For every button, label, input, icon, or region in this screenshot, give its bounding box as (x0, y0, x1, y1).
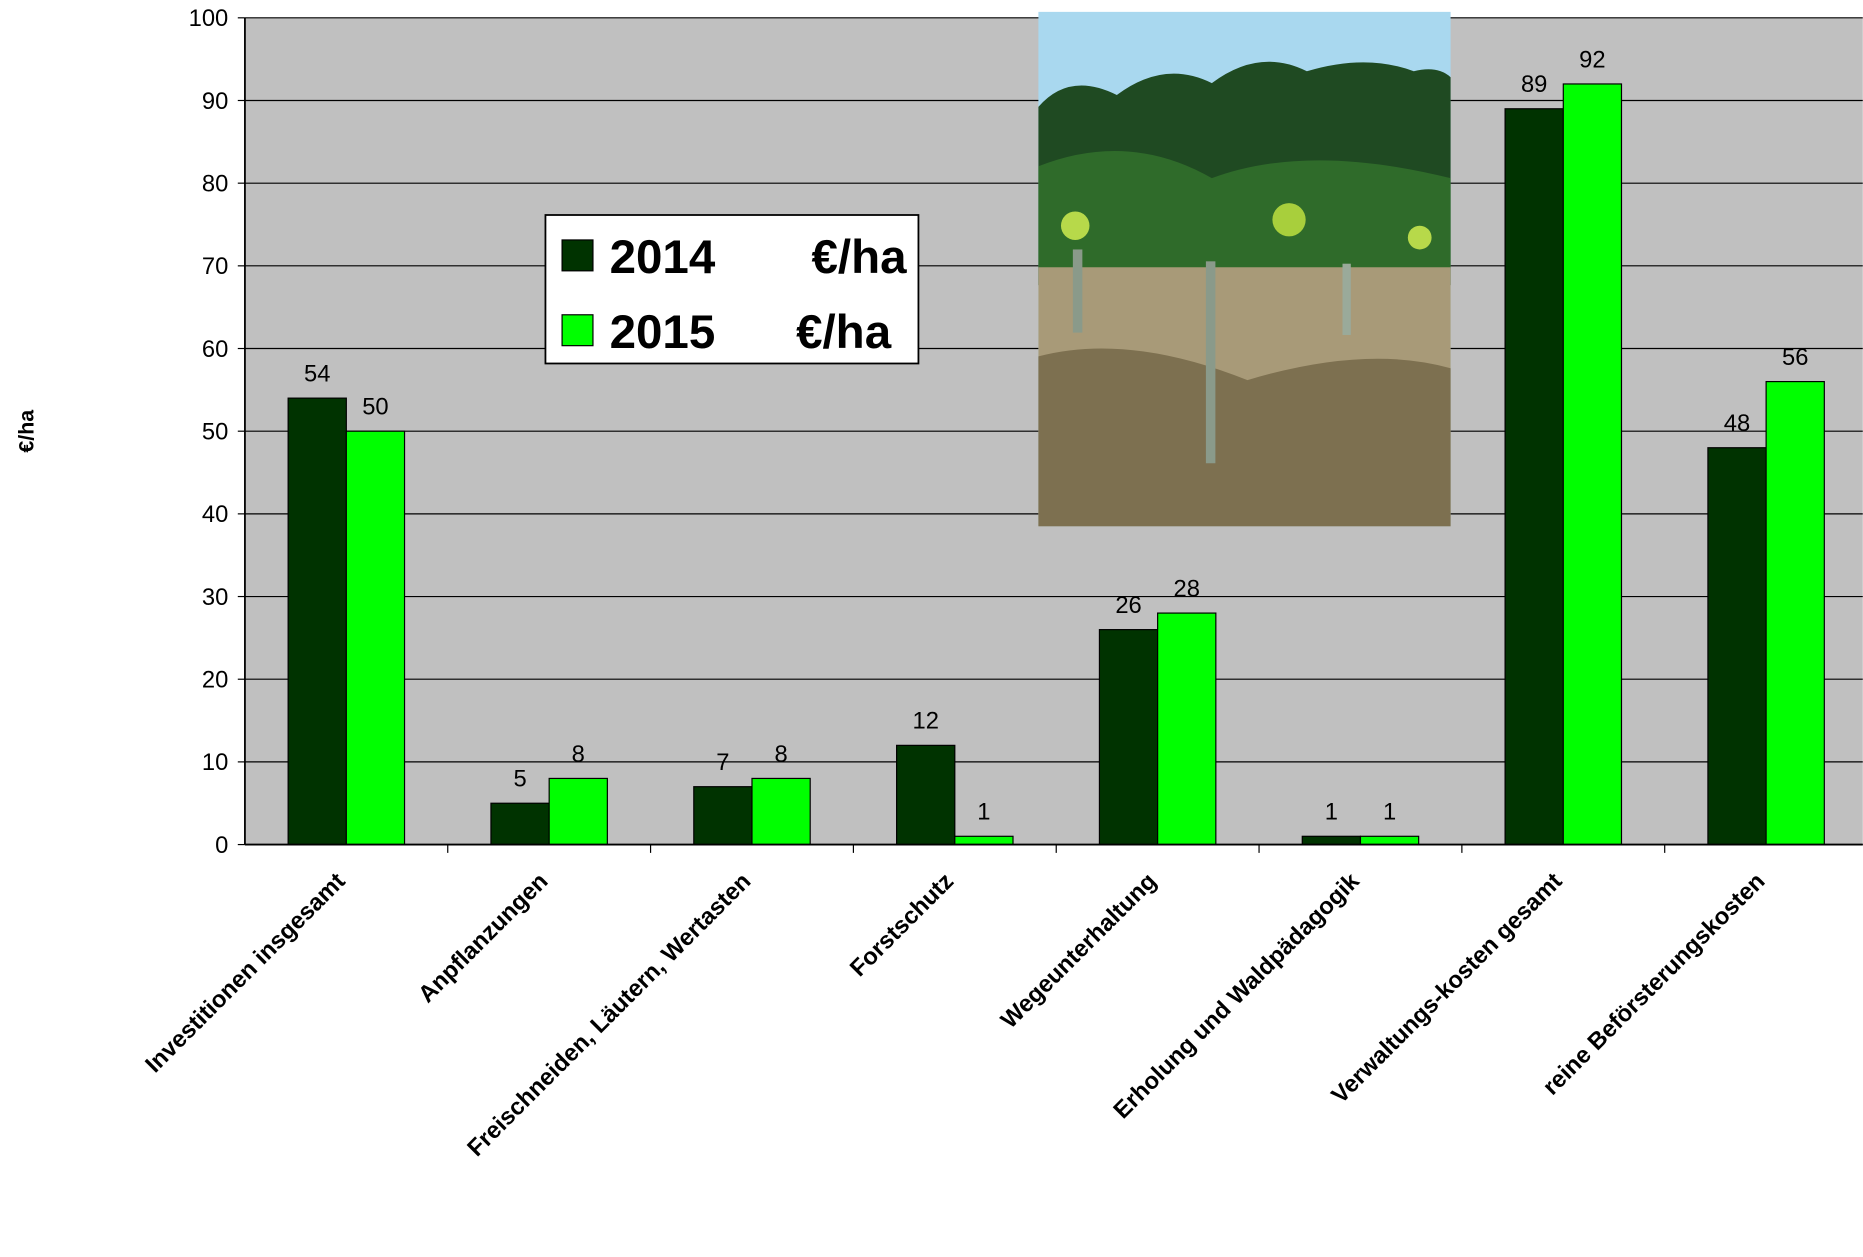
legend-unit: €/ha (796, 306, 892, 359)
photo-sapling (1407, 225, 1432, 250)
photo-stake (1205, 261, 1216, 464)
photo-grass-dark (1038, 348, 1451, 527)
y-tick-label: 90 (202, 88, 228, 115)
y-tick-label: 20 (202, 667, 228, 694)
value-label: 1 (977, 799, 990, 826)
y-tick-label: 100 (189, 5, 229, 32)
x-tick-label: Investitionen insgesamt (140, 868, 350, 1078)
value-label: 92 (1579, 46, 1605, 73)
y-tick-label: 50 (202, 419, 228, 446)
bar (1359, 835, 1420, 846)
y-tick-label: 0 (215, 832, 228, 859)
value-label: 8 (774, 741, 787, 768)
photo-stake (1342, 263, 1351, 335)
bar (490, 802, 550, 846)
bars (287, 83, 1825, 846)
value-label: 56 (1782, 344, 1808, 371)
value-label: 54 (304, 360, 330, 387)
photo-stake (1072, 249, 1083, 333)
bar (1504, 108, 1564, 846)
x-tick-label: Forstschutz (845, 868, 959, 982)
value-label: 26 (1115, 592, 1141, 619)
x-tick-label: Erholung und Waldpädagogik (1108, 867, 1365, 1124)
y-tick-label: 30 (202, 584, 228, 611)
photo-sapling (1272, 203, 1306, 237)
value-label: 1 (1325, 799, 1338, 826)
bar (1301, 835, 1362, 846)
bar (1707, 447, 1767, 846)
x-tick-label: Anpflanzungen (413, 868, 553, 1008)
legend-swatch (561, 314, 594, 347)
value-label: 89 (1521, 71, 1547, 98)
value-label: 50 (362, 394, 388, 421)
legend: 2014 €/ha 2015 €/ha (544, 214, 920, 365)
y-tick-label: 60 (202, 336, 228, 363)
bar (287, 397, 347, 846)
y-axis-label: €/ha (14, 409, 38, 453)
value-label: 28 (1174, 575, 1200, 602)
legend-box (544, 214, 920, 365)
value-label: 12 (912, 708, 938, 735)
bar (548, 777, 608, 846)
bar (1098, 629, 1159, 846)
bar (345, 430, 406, 846)
legend-unit: €/ha (812, 231, 908, 284)
bar (693, 786, 753, 846)
x-tick-label: reine Beförsterungskosten (1538, 868, 1771, 1101)
bar (1765, 380, 1825, 846)
legend-label: 2014 (610, 231, 716, 284)
y-tick-label: 70 (202, 253, 228, 280)
bar (896, 744, 956, 846)
value-label: 1 (1383, 799, 1396, 826)
value-label: 7 (716, 749, 729, 776)
x-tick-label: Wegeunterhaltung (996, 868, 1162, 1034)
y-tick-label: 80 (202, 170, 228, 197)
y-tick-label: 40 (202, 501, 228, 528)
y-tick-label: 10 (202, 749, 228, 776)
bar (1157, 612, 1217, 846)
bar (1562, 83, 1623, 846)
value-label: 5 (513, 766, 526, 793)
photo (1038, 11, 1451, 527)
photo-trees-front (1038, 151, 1451, 286)
bar (751, 777, 811, 846)
photo-sapling (1060, 211, 1090, 240)
value-label: 8 (572, 741, 585, 768)
x-tick-label: Verwaltungs-kosten gesamt (1326, 868, 1567, 1109)
bar (954, 835, 1014, 846)
legend-swatch (561, 239, 594, 272)
legend-label: 2015 (610, 306, 716, 359)
value-label: 48 (1724, 410, 1750, 437)
